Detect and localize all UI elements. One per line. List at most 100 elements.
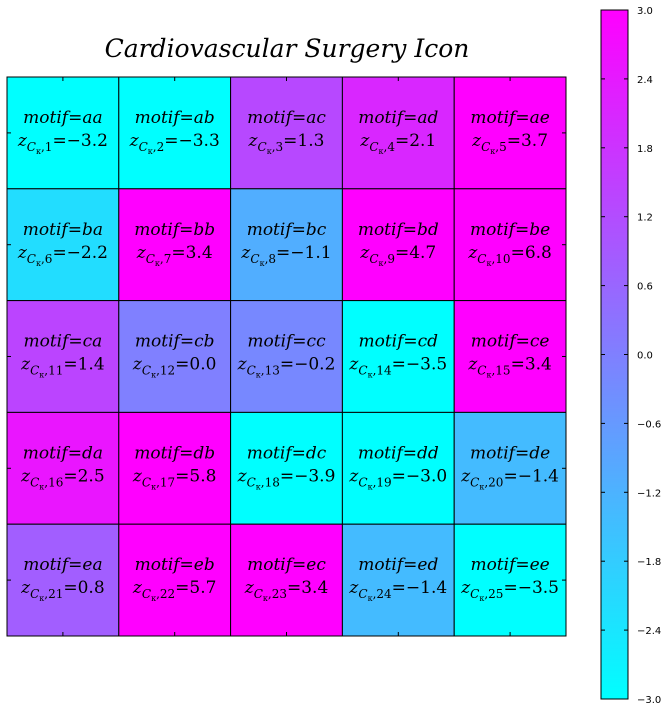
cell-z-value: zCκ,21=0.8 <box>20 578 105 603</box>
z-number: =−3.2 <box>52 131 108 151</box>
cell-z-value: zCκ,14=−3.5 <box>348 355 447 380</box>
colorbar-tick-label: −2.4 <box>637 626 661 637</box>
z-number: =2.1 <box>395 131 436 151</box>
z-index: ,8 <box>265 252 276 266</box>
z-number: =−3.3 <box>164 131 220 151</box>
cell-motif-label: motif=ad <box>358 108 438 128</box>
z-subscript: C <box>247 475 256 489</box>
z-subscript: C <box>139 140 148 154</box>
z-sub-subscript: κ <box>36 147 41 156</box>
z-symbol: z <box>467 355 478 375</box>
colorbar-tick-label: 0.0 <box>637 351 653 362</box>
z-symbol: z <box>17 131 28 151</box>
z-symbol: z <box>129 131 140 151</box>
z-subscript: C <box>250 252 259 266</box>
cell-z-value: zCκ,9=4.7 <box>359 243 436 268</box>
cell-z-value: zCκ,10=6.8 <box>467 243 552 268</box>
cell-motif-label: motif=ca <box>23 332 102 352</box>
cell-motif-label: motif=bb <box>134 220 215 240</box>
z-symbol: z <box>244 578 255 598</box>
heatmap-cell-fill <box>6 411 120 525</box>
z-index: ,5 <box>495 140 506 154</box>
z-number: =3.4 <box>287 578 328 598</box>
cell-motif-label: motif=ec <box>247 555 326 575</box>
z-sub-subscript: κ <box>148 147 153 156</box>
z-index: ,15 <box>491 364 510 378</box>
heatmap-cell: motif=ab zCκ,2=−3.3 <box>118 76 232 190</box>
cell-motif-label: motif=ce <box>471 332 550 352</box>
z-symbol: z <box>237 355 248 375</box>
cell-z-value: zCκ,11=1.4 <box>20 355 105 380</box>
colorbar-gradient <box>600 9 629 700</box>
heatmap-cell-fill <box>230 76 343 190</box>
heatmap-cell: motif=bc zCκ,8=−1.1 <box>230 188 343 302</box>
cell-z-value: zCκ,3=1.3 <box>248 131 325 156</box>
z-index: ,23 <box>268 587 287 601</box>
z-symbol: z <box>359 131 370 151</box>
z-subscript: C <box>358 475 367 489</box>
z-number: =6.8 <box>511 243 552 263</box>
z-symbol: z <box>237 466 248 486</box>
colorbar-tick-label: 3.0 <box>637 6 653 17</box>
cell-z-value: zCκ,6=−2.2 <box>17 243 108 268</box>
z-subscript: C <box>358 364 367 378</box>
z-sub-subscript: κ <box>260 259 265 268</box>
z-index: ,9 <box>384 252 395 266</box>
z-subscript: C <box>258 140 267 154</box>
z-subscript: C <box>358 587 367 601</box>
cell-z-value: zCκ,4=2.1 <box>359 131 436 156</box>
heatmap-cell: motif=ec zCκ,23=3.4 <box>230 523 343 637</box>
heatmap-cell: motif=ce zCκ,15=3.4 <box>453 300 567 413</box>
cell-motif-label: motif=cd <box>359 332 439 352</box>
z-sub-subscript: κ <box>155 259 160 268</box>
z-sub-subscript: κ <box>267 147 272 156</box>
cell-motif-label: motif=ea <box>23 555 102 575</box>
z-sub-subscript: κ <box>256 482 261 491</box>
cell-z-value: zCκ,22=5.7 <box>132 578 217 603</box>
heatmap-cell-fill <box>230 188 343 302</box>
z-symbol: z <box>248 131 259 151</box>
z-sub-subscript: κ <box>256 371 261 380</box>
z-sub-subscript: κ <box>39 594 44 603</box>
heatmap-cell: motif=aa zCκ,1=−3.2 <box>6 76 120 190</box>
colorbar-tick-label: 0.6 <box>637 282 653 293</box>
z-number: =−1.1 <box>276 243 332 263</box>
z-sub-subscript: κ <box>368 371 373 380</box>
cell-motif-label: motif=de <box>470 443 550 463</box>
colorbar-ticks: 3.0 2.4 1.8 1.2 0.6 0.0 −0.6 −1.2 −1.8 −2.4 −3.0 <box>601 6 661 706</box>
z-index: ,2 <box>153 140 164 154</box>
heatmap-cell: motif=cd zCκ,14=−3.5 <box>341 300 455 413</box>
cell-z-value: zCκ,2=−3.3 <box>129 131 220 156</box>
cell-z-value: zCκ,24=−1.4 <box>348 578 447 603</box>
heatmap-cell-fill <box>118 411 232 525</box>
heatmap-cell-fill <box>341 411 455 525</box>
z-subscript: C <box>30 475 39 489</box>
z-subscript: C <box>247 364 256 378</box>
z-number: =3.4 <box>511 355 552 375</box>
z-sub-subscript: κ <box>379 147 384 156</box>
z-subscript: C <box>142 587 151 601</box>
z-index: ,11 <box>44 364 63 378</box>
heatmap-cell-fill <box>230 411 343 525</box>
heatmap-cell: motif=dd zCκ,19=−3.0 <box>341 411 455 525</box>
heatmap-cell-fill <box>341 188 455 302</box>
cell-motif-label: motif=ba <box>23 220 103 240</box>
z-symbol: z <box>240 243 251 263</box>
z-number: =3.4 <box>171 243 212 263</box>
heatmap-cell: motif=ae zCκ,5=3.7 <box>453 76 567 190</box>
z-subscript: C <box>477 252 486 266</box>
z-subscript: C <box>369 252 378 266</box>
heatmap-cell-fill <box>453 76 567 190</box>
z-symbol: z <box>20 466 31 486</box>
z-sub-subscript: κ <box>379 259 384 268</box>
cell-z-value: zCκ,13=−0.2 <box>237 355 336 380</box>
z-number: =−3.5 <box>392 355 448 375</box>
cell-z-value: zCκ,15=3.4 <box>467 355 552 380</box>
heatmap-cell-fill <box>341 523 455 637</box>
z-index: ,16 <box>44 475 63 489</box>
z-number: =−3.9 <box>280 466 336 486</box>
z-sub-subscript: κ <box>151 371 156 380</box>
cell-z-value: zCκ,18=−3.9 <box>237 466 336 491</box>
z-symbol: z <box>359 243 370 263</box>
z-subscript: C <box>481 140 490 154</box>
